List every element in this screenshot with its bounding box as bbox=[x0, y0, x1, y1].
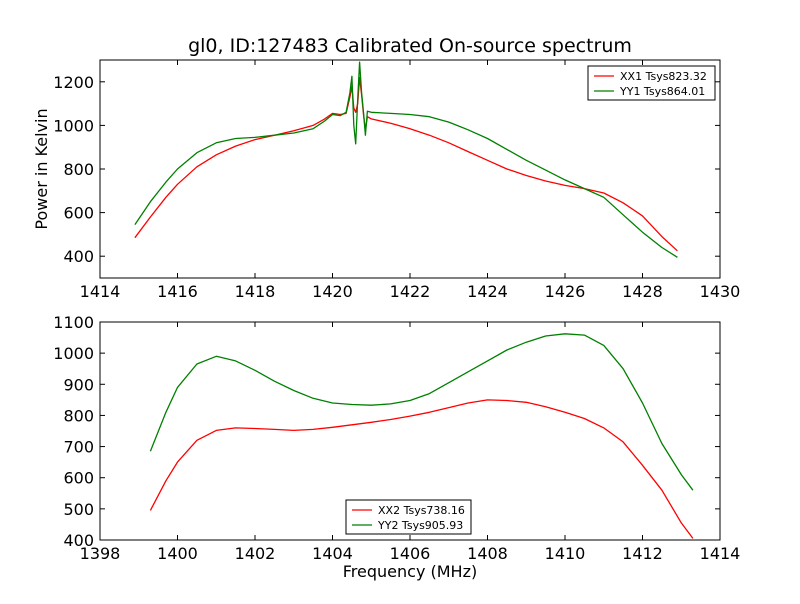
x-axis-label-2: Frequency (MHz) bbox=[343, 562, 477, 581]
legend-box-2 bbox=[345, 499, 472, 535]
y-axis-label-1: Power in Kelvin bbox=[32, 108, 51, 229]
y-tick-label-2-1000: 1000 bbox=[53, 344, 94, 363]
y-tick-label-2-800: 800 bbox=[63, 406, 94, 425]
legend-box-1 bbox=[587, 65, 716, 101]
series-line-2-1 bbox=[149, 399, 694, 539]
legend-label-1-1: XX1 Tsys823.32 bbox=[620, 70, 707, 83]
x-tick-label-2-1402: 1402 bbox=[235, 544, 276, 563]
y-tick-label-1-1200: 1200 bbox=[53, 73, 94, 92]
y-tick-label-1-600: 600 bbox=[63, 204, 94, 223]
y-tick-label-2-500: 500 bbox=[63, 500, 94, 519]
x-tick-label-1-1414: 1414 bbox=[80, 282, 121, 301]
x-tick-label-1-1418: 1418 bbox=[235, 282, 276, 301]
x-tick-label-2-1412: 1412 bbox=[622, 544, 663, 563]
legend-1: XX1 Tsys823.32 YY1 Tsys864.01 bbox=[587, 65, 716, 101]
x-tick-label-1-1428: 1428 bbox=[622, 282, 663, 301]
y-tick-label-2-900: 900 bbox=[63, 375, 94, 394]
x-tick-label-1-1426: 1426 bbox=[545, 282, 586, 301]
x-tick-label-2-1410: 1410 bbox=[545, 544, 586, 563]
y-tick-label-1-1000: 1000 bbox=[53, 116, 94, 135]
y-tick-label-2-600: 600 bbox=[63, 469, 94, 488]
legend-label-1-2: YY1 Tsys864.01 bbox=[619, 85, 705, 98]
series-line-1-2 bbox=[134, 61, 678, 258]
x-tick-label-1-1424: 1424 bbox=[467, 282, 508, 301]
series-line-2-2 bbox=[149, 333, 694, 491]
x-tick-label-1-1430: 1430 bbox=[700, 282, 741, 301]
subplot-2: 1398 1400 1402 1404 1406 1408 1410 1412 1414 400 5… bbox=[53, 313, 740, 581]
x-tick-label-1-1420: 1420 bbox=[312, 282, 353, 301]
x-tick-label-1-1422: 1422 bbox=[390, 282, 431, 301]
subplot-1: 1414 1416 1418 1420 1422 1424 1426 1428 1430 400 6… bbox=[32, 35, 740, 301]
x-tick-label-2-1408: 1408 bbox=[467, 544, 508, 563]
x-tick-label-2-1404: 1404 bbox=[312, 544, 353, 563]
x-tick-label-1-1416: 1416 bbox=[157, 282, 198, 301]
chart-title: gl0, ID:127483 Calibrated On-source spec… bbox=[188, 35, 632, 57]
legend-2: XX2 Tsys738.16 YY2 Tsys905.93 bbox=[345, 499, 472, 535]
y-tick-label-1-800: 800 bbox=[63, 160, 94, 179]
series-line-1-1 bbox=[134, 76, 678, 252]
legend-label-2-2: YY2 Tsys905.93 bbox=[377, 519, 463, 532]
y-tick-label-1-400: 400 bbox=[63, 247, 94, 266]
x-tick-label-2-1406: 1406 bbox=[390, 544, 431, 563]
x-tick-label-2-1400: 1400 bbox=[157, 544, 198, 563]
y-tick-label-2-1100: 1100 bbox=[53, 313, 94, 332]
y-tick-label-2-400: 400 bbox=[63, 531, 94, 550]
x-tick-label-2-1398: 1398 bbox=[80, 544, 121, 563]
x-tick-label-2-1414: 1414 bbox=[700, 544, 741, 563]
legend-label-2-1: XX2 Tsys738.16 bbox=[378, 504, 465, 517]
y-tick-label-2-700: 700 bbox=[63, 438, 94, 457]
